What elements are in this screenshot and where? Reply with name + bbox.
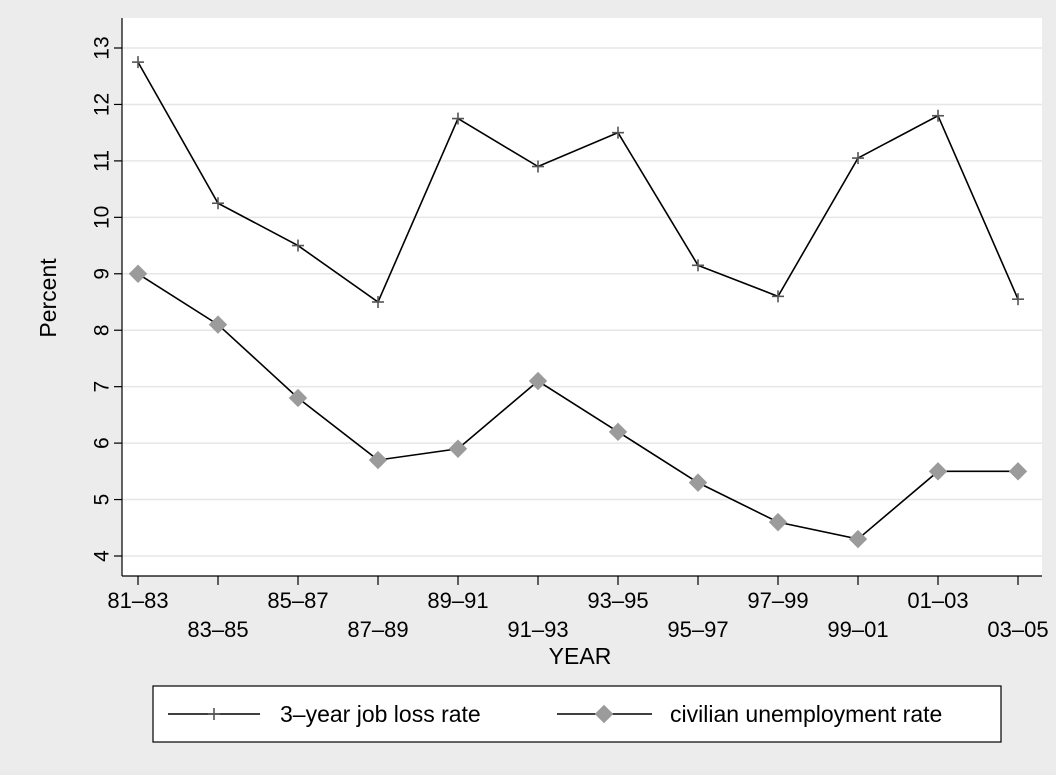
series-1 — [128, 264, 1028, 549]
series-1-point-8 — [768, 512, 788, 532]
series-1-point-11 — [1008, 462, 1028, 481]
series-0-point-1 — [212, 197, 224, 210]
y-tick-label-5: 5 — [91, 494, 114, 506]
series-0-point-6 — [612, 126, 624, 139]
y-tick-label-6: 6 — [91, 437, 114, 449]
y-tick-label-13: 13 — [91, 36, 114, 59]
series-0-point-9 — [852, 152, 864, 165]
x-tick-label-11: 03–05 — [987, 617, 1048, 642]
y-axis-title: Percent — [35, 258, 61, 338]
series-0 — [132, 56, 1024, 308]
x-tick-label-6: 93–95 — [587, 588, 648, 613]
x-axis-ticks: 81–83 83–85 85–87 87–89 89–91 91–93 93–95 95–97… — [107, 576, 1049, 642]
series-1-point-7 — [688, 473, 708, 492]
legend-marker-job-loss — [208, 708, 220, 720]
y-tick-label-12: 12 — [91, 93, 114, 116]
legend-label-unemployment: civilian unemployment rate — [670, 701, 942, 727]
series-1-point-1 — [208, 315, 228, 334]
x-axis-title: YEAR — [549, 643, 612, 669]
series-0-point-11 — [1012, 293, 1024, 306]
x-tick-label-8: 97–99 — [747, 588, 808, 613]
x-tick-label-1: 83–85 — [187, 617, 248, 642]
series-0-point-3 — [372, 296, 384, 308]
series-1-point-10 — [928, 462, 948, 481]
x-tick-label-2: 85–87 — [267, 588, 328, 613]
series-1-line — [137, 273, 1018, 540]
legend-label-job-loss: 3–year job loss rate — [280, 701, 481, 727]
series-1-point-2 — [288, 388, 308, 408]
series-0-point-2 — [292, 239, 304, 252]
plot-area — [122, 18, 1042, 576]
x-tick-label-10: 01–03 — [907, 588, 968, 613]
gridlines — [122, 47, 1042, 557]
series-0-point-4 — [452, 112, 464, 125]
series-0-point-5 — [532, 160, 544, 173]
x-tick-label-5: 91–93 — [507, 617, 568, 642]
series-1-point-4 — [448, 439, 468, 458]
series-layer — [128, 56, 1028, 549]
x-tick-label-4: 89–91 — [427, 588, 488, 613]
x-tick-label-7: 95–97 — [667, 617, 728, 642]
series-0-point-0 — [132, 56, 144, 69]
legend-diamond-glyph — [594, 704, 614, 724]
series-1-point-6 — [608, 422, 628, 442]
y-axis-ticks: 4 5 6 7 8 9 10 11 12 13 — [91, 36, 122, 562]
y-tick-label-7: 7 — [91, 381, 114, 393]
y-tick-label-8: 8 — [91, 324, 114, 336]
series-1-point-5 — [528, 371, 548, 391]
series-1-point-3 — [368, 450, 388, 470]
y-tick-label-11: 11 — [91, 150, 114, 172]
y-tick-label-9: 9 — [91, 268, 114, 280]
series-0-point-7 — [692, 259, 704, 272]
x-tick-label-3: 87–89 — [347, 617, 408, 642]
legend: 3–year job loss rate civilian unemployme… — [152, 685, 1002, 743]
x-tick-label-0: 81–83 — [107, 588, 168, 613]
legend-plus-glyph — [208, 708, 220, 720]
y-tick-label-4: 4 — [91, 550, 114, 562]
series-0-line — [137, 61, 1019, 304]
series-1-point-9 — [848, 529, 868, 549]
legend-marker-unemployment — [594, 704, 614, 724]
series-0-point-10 — [932, 109, 944, 122]
y-tick-label-10: 10 — [91, 206, 114, 229]
x-tick-label-9: 99–01 — [827, 617, 888, 642]
series-0-point-8 — [772, 290, 784, 303]
series-1-point-0 — [128, 264, 148, 283]
